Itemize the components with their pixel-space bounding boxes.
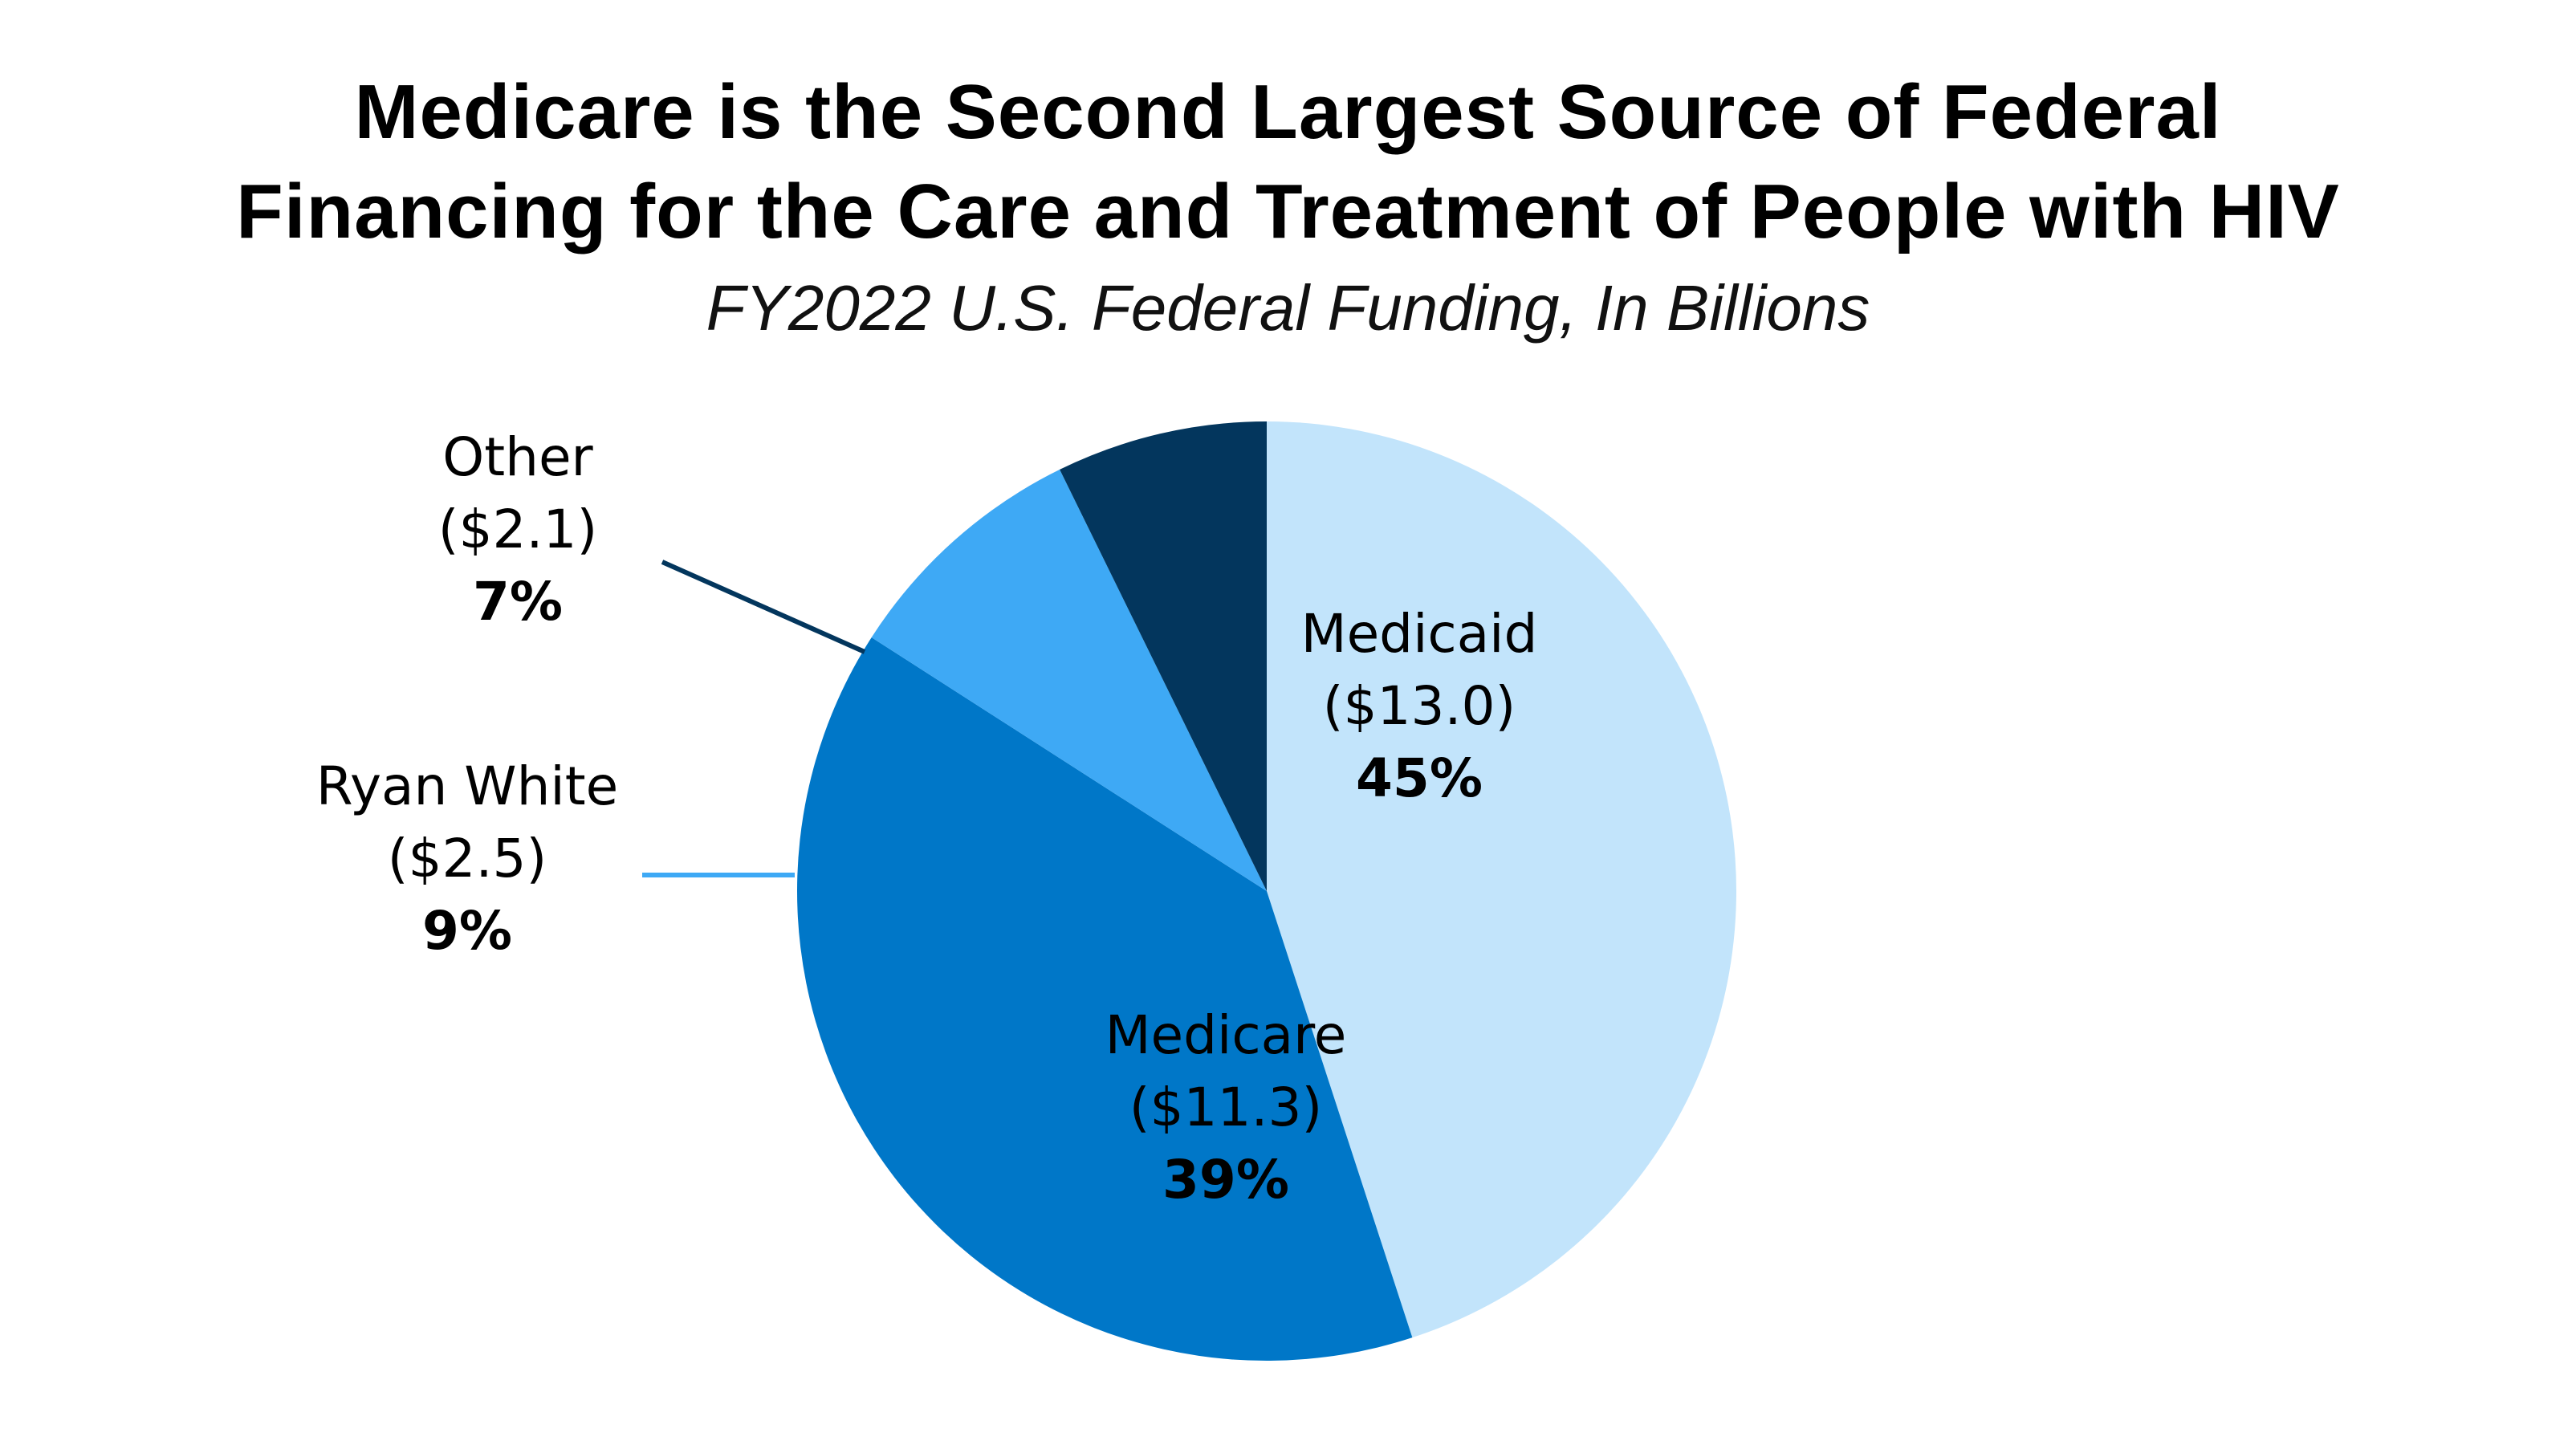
pie-slice-ryan-white — [871, 469, 1267, 891]
pie-slices — [796, 421, 1736, 1362]
chart-header: Medicare is the Second Largest Source of… — [0, 63, 2576, 348]
slice-pct-label-medicaid: 45% — [1356, 747, 1483, 809]
pie-slice-medicare — [796, 637, 1413, 1362]
chart-subtitle: FY2022 U.S. Federal Funding, In Billions — [706, 272, 1870, 344]
pie-slice-other — [1060, 421, 1267, 891]
slice-amount-label-other: ($2.1) — [438, 499, 597, 560]
slice-labels: Medicaid ($13.0) 45% Medicare ($11.3) 39% Ryan… — [316, 426, 1538, 1211]
slice-pct-label-ryan-white: 9% — [422, 900, 512, 962]
leader-lines — [642, 560, 866, 877]
slice-pct-label-medicare: 39% — [1162, 1149, 1289, 1211]
slice-name-label-medicare: Medicare — [1105, 1004, 1347, 1066]
slice-name-label-ryan-white: Ryan White — [316, 755, 618, 817]
slice-pct-label-other: 7% — [473, 571, 563, 633]
slice-amount-label-medicaid: ($13.0) — [1323, 675, 1516, 737]
pie-slice-medicaid — [1267, 421, 1736, 1338]
slice-name-label-other: Other — [442, 426, 593, 488]
slice-amount-label-medicare: ($11.3) — [1129, 1077, 1322, 1138]
slice-amount-label-ryan-white: ($2.5) — [388, 828, 547, 889]
slice-name-label-medicaid: Medicaid — [1301, 603, 1538, 665]
chart-title-line-2: Financing for the Care and Treatment of … — [236, 169, 2340, 254]
chart-title-line-1: Medicare is the Second Largest Source of… — [354, 69, 2222, 155]
leader-line-other — [661, 560, 866, 654]
